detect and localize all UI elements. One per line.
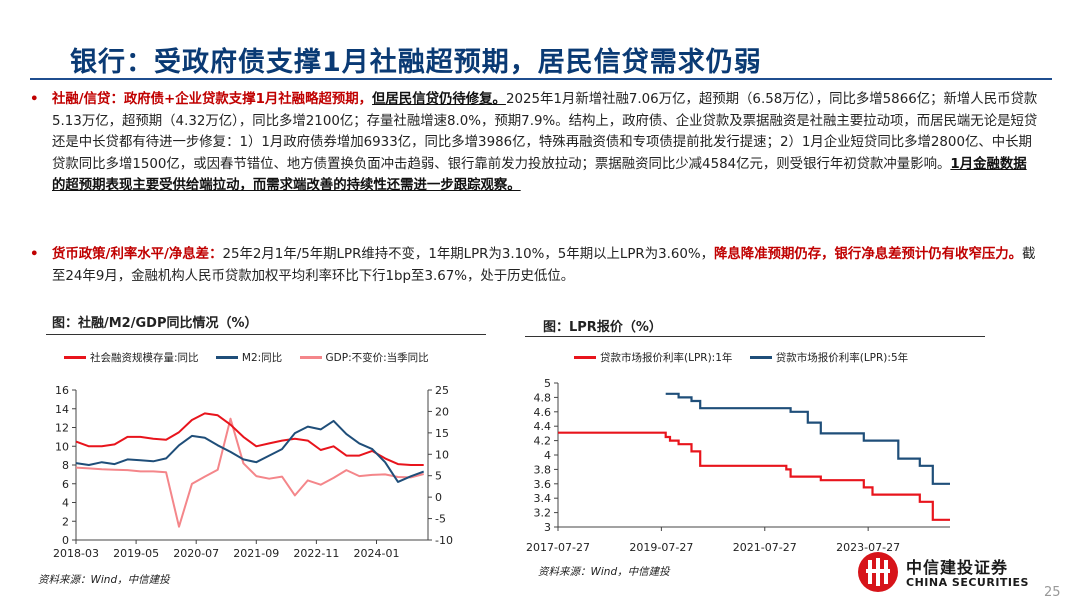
right-chart-source: 资料来源：Wind，中信建投: [538, 566, 670, 578]
left-chart-y-tick-label: 6: [62, 478, 69, 491]
left-chart-caption: 图：社融/M2/GDP同比情况（%）: [52, 316, 258, 331]
bullet-monetary: • 货币政策/利率水平/净息差：25年2月1年/5年期LPR维持不变，1年期LP…: [30, 244, 1040, 287]
bullet-credit-emph1: 但居民信贷仍待修复。: [372, 92, 506, 107]
left-chart-y-tick-label: 2: [62, 515, 69, 528]
left-chart-legend: 社会融资规模存量:同比 M2:同比 GDP:不变价:当季同比: [64, 350, 443, 365]
left-chart-y-tick-label: 14: [55, 403, 69, 416]
left-chart-y-tick-label: 0: [62, 534, 69, 547]
right-chart-x-tick-label: 2017-07-27: [526, 541, 590, 554]
left-chart-x-tick-label: 2019-05: [113, 547, 159, 560]
left-chart-y-tick-label: 12: [55, 422, 69, 435]
left-chart-y-tick-label: 16: [55, 384, 69, 397]
logo-text-cn: 中信建投证券: [906, 558, 1009, 577]
left-chart-x-tick-label: 2024-01: [354, 547, 400, 560]
left-chart-series-tsf: [75, 412, 424, 466]
right-chart-y-tick-label: 3.6: [534, 478, 552, 491]
right-chart-x-tick-label: 2019-07-27: [629, 541, 693, 554]
right-chart: 33.2 3.43.6 3.844.2 4.44.6 4.85 2017-07-27 201…: [526, 377, 950, 554]
left-chart-x-tick-label: 2018-03: [53, 547, 99, 560]
left-chart-x-tick-label: 2020-07: [173, 547, 219, 560]
legend-label-gdp: GDP:不变价:当季同比: [325, 352, 429, 364]
legend-swatch-lpr5y: [749, 356, 772, 359]
left-chart-x-tick-label: 2022-11: [293, 547, 339, 560]
legend-label-tsf: 社会融资规模存量:同比: [90, 352, 199, 364]
right-chart-caption: 图：LPR报价（%）: [543, 320, 662, 335]
bullet-monetary-emph: 降息降准预期仍存，银行净息差预计仍有收窄压力。: [714, 247, 1023, 262]
left-chart: 0 2 4 6 8 10 12 14 16 -10 -5 0 5 10 15 20 25 2018-03 2019-…: [53, 384, 453, 560]
right-chart-y-tick-label: 3: [544, 521, 551, 534]
right-chart-y-tick-label: 4.2: [534, 435, 552, 448]
legend-label-m2: M2:同比: [241, 352, 283, 364]
left-chart-x-tick-label: 2021-09: [233, 547, 279, 560]
right-chart-y-tick-label: 3.4: [534, 492, 552, 505]
legend-swatch-m2: [215, 356, 238, 359]
legend-item-gdp: GDP:不变价:当季同比: [299, 350, 429, 365]
left-chart-y-tick-label: 10: [55, 440, 69, 453]
bullet-monetary-text: 货币政策/利率水平/净息差：25年2月1年/5年期LPR维持不变，1年期LPR为…: [52, 244, 1040, 287]
bullet-monetary-body1: 25年2月1年/5年期LPR维持不变，1年期LPR为3.10%，5年期以上LPR…: [222, 247, 715, 262]
legend-label-lpr1y: 贷款市场报价利率(LPR):1年: [600, 352, 733, 364]
title-divider: [30, 78, 1052, 80]
right-chart-x-tick-label: 2023-07-27: [836, 541, 900, 554]
left-chart-y2-tick-label: -10: [435, 534, 453, 547]
legend-item-m2: M2:同比: [215, 350, 283, 365]
left-chart-y-tick-label: 8: [62, 459, 69, 472]
left-chart-y2-tick-label: 25: [435, 384, 449, 397]
right-chart-legend: 贷款市场报价利率(LPR):1年 贷款市场报价利率(LPR):5年: [574, 350, 922, 365]
right-chart-series-lpr5y: [665, 392, 950, 485]
right-chart-series-lpr1y: [558, 431, 950, 521]
page-title: 银行：受政府债支撑1月社融超预期，居民信贷需求仍弱: [70, 47, 762, 78]
legend-item-lpr1y: 贷款市场报价利率(LPR):1年: [574, 350, 732, 365]
right-chart-y-tick-label: 3.2: [534, 507, 552, 520]
bullet-credit-lead: 社融/信贷：政府债+企业贷款支撑1月社融略超预期，: [52, 92, 373, 107]
left-chart-caption-rule: [46, 334, 486, 335]
left-chart-y2-tick-label: 15: [435, 427, 449, 440]
left-chart-source: 资料来源：Wind，中信建投: [38, 574, 170, 586]
legend-item-lpr5y: 贷款市场报价利率(LPR):5年: [749, 350, 909, 365]
right-chart-y-tick-label: 4.6: [534, 406, 552, 419]
page-number: 25: [1044, 585, 1061, 600]
left-chart-y2-tick-label: 5: [435, 470, 442, 483]
right-chart-y-tick-label: 4.4: [534, 420, 552, 433]
legend-swatch-tsf: [64, 356, 86, 359]
legend-item-tsf: 社会融资规模存量:同比: [64, 350, 199, 365]
right-chart-y-tick-label: 3.8: [534, 463, 552, 476]
left-chart-y-tick-label: 4: [62, 497, 69, 510]
left-chart-y2-tick-label: 20: [435, 405, 449, 418]
left-chart-y2-tick-label: -5: [435, 513, 446, 526]
left-chart-y2-tick-label: 0: [435, 491, 442, 504]
legend-label-lpr5y: 贷款市场报价利率(LPR):5年: [775, 352, 909, 364]
bullet-monetary-body2: 截至24年9月，金融机构人民币贷款加权平均利率环比下行1bp至3.67%，处于历…: [52, 247, 1036, 284]
bullet-credit-body: 2025年1月新增社融7.06万亿，超预期（6.58万亿），同比多增5866亿；…: [52, 92, 1038, 172]
bullet-credit-emph2: 1月金融数据的超预期表现主要受供给端拉动，而需求端改善的持续性还需进一步跟踪观察…: [52, 156, 1027, 194]
right-chart-caption-rule: [525, 336, 985, 337]
legend-swatch-lpr1y: [574, 356, 596, 359]
left-chart-series-m2: [75, 419, 425, 483]
left-chart-y2-tick-label: 10: [435, 448, 449, 461]
bullet-credit: • 社融/信贷：政府债+企业贷款支撑1月社融略超预期，但居民信贷仍待修复。202…: [30, 89, 1040, 197]
right-chart-y-tick-label: 4.8: [534, 391, 552, 404]
right-chart-x-tick-label: 2021-07-27: [733, 541, 797, 554]
bullet-marker: •: [30, 92, 39, 107]
bullet-credit-text: 社融/信贷：政府债+企业贷款支撑1月社融略超预期，但居民信贷仍待修复。2025年…: [52, 89, 1040, 197]
logo-emblem-icon: [858, 552, 898, 592]
legend-swatch-gdp: [299, 356, 322, 359]
logo-text-en: CHINA SECURITIES: [906, 576, 1029, 589]
company-logo: 中信建投证券 CHINA SECURITIES: [856, 548, 1036, 596]
bullet-monetary-lead: 货币政策/利率水平/净息差：: [52, 247, 223, 262]
right-chart-y-tick-label: 5: [544, 377, 551, 390]
bullet-marker: •: [30, 247, 39, 262]
left-chart-series-gdp: [75, 417, 424, 528]
right-chart-y-tick-label: 4: [544, 449, 551, 462]
